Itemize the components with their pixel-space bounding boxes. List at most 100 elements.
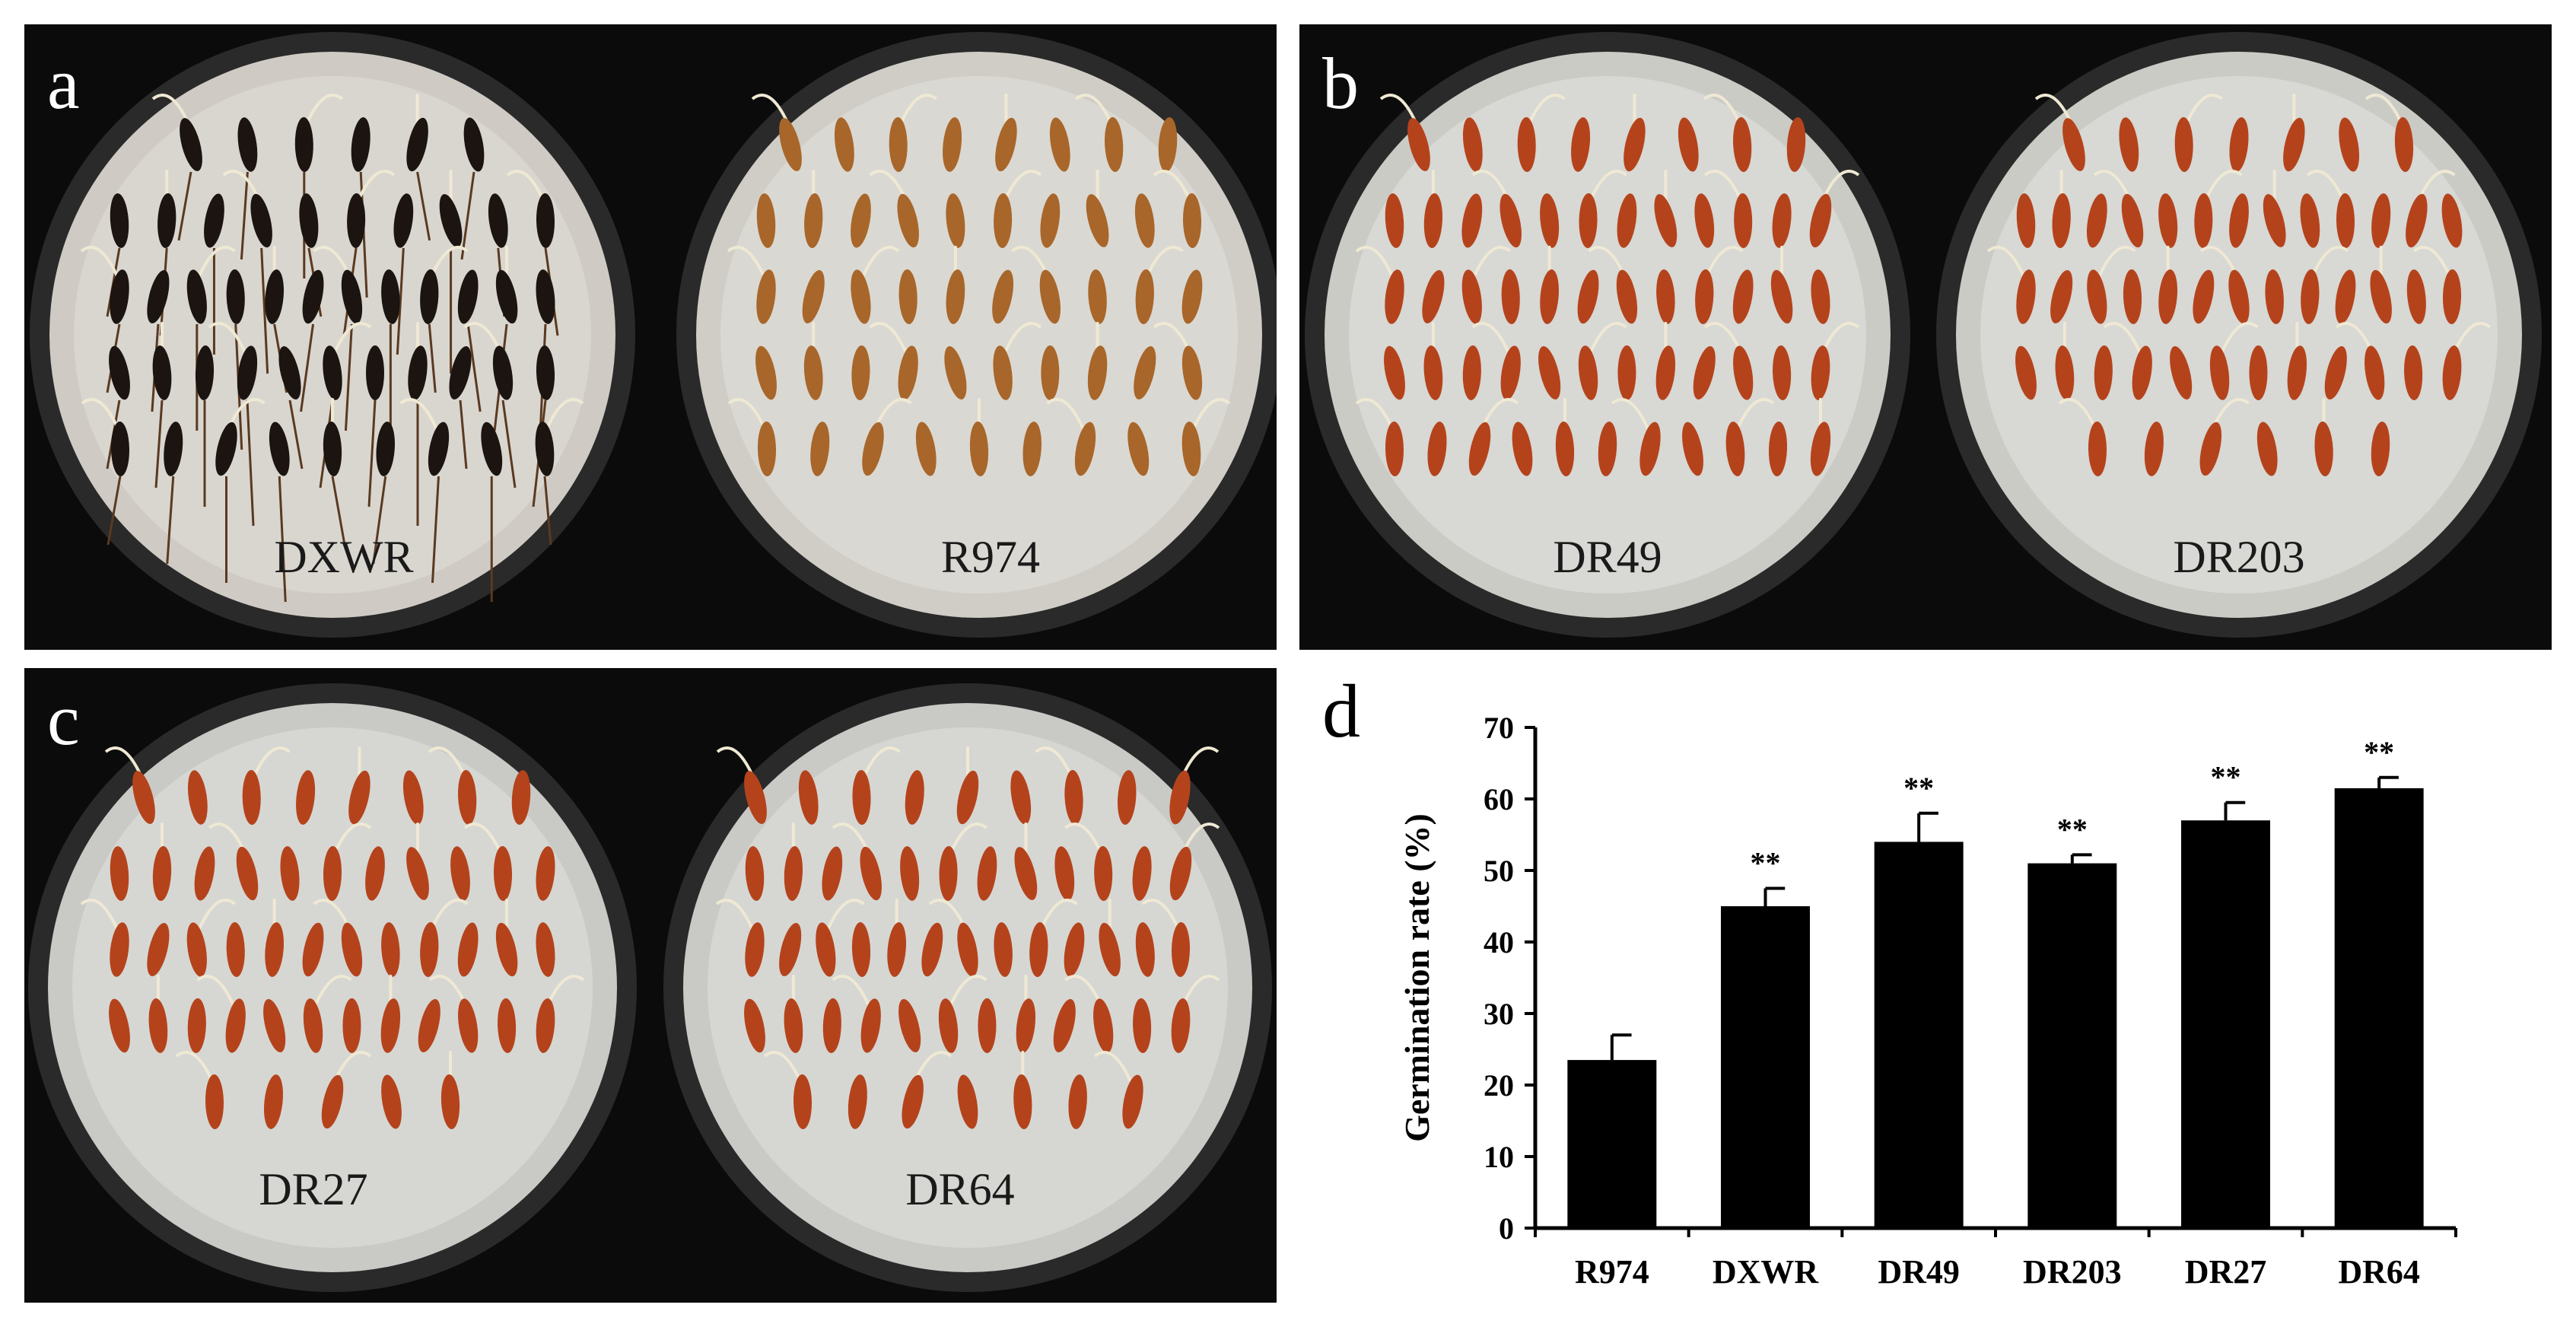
rice-seed: [265, 922, 284, 977]
rice-seed: [784, 998, 803, 1053]
rice-seed: [957, 922, 978, 977]
rice-seed: [2015, 345, 2037, 400]
rice-seed: [810, 422, 830, 476]
seed-sprout: [80, 899, 121, 935]
seed-sprout: [1470, 246, 1512, 282]
rice-seed: [1135, 922, 1155, 977]
rice-seed: [1181, 345, 1203, 400]
rice-seed: [180, 118, 202, 171]
rice-seed: [977, 846, 997, 901]
rice-seed: [109, 998, 130, 1053]
rice-seed: [1770, 269, 1793, 324]
rice-seed: [495, 269, 518, 324]
seed-awn: [459, 399, 468, 469]
rice-seed: [2086, 193, 2107, 248]
rice-seed: [195, 345, 215, 400]
rice-seed: [2193, 269, 2215, 324]
rice-seed: [323, 345, 342, 400]
rice-seed: [2283, 117, 2305, 172]
rice-seed: [302, 922, 324, 977]
rice-seed: [2199, 422, 2222, 476]
rice-seed: [851, 922, 871, 977]
rice-seed: [862, 422, 884, 476]
rice-seed: [1087, 345, 1108, 400]
rice-seed: [1654, 194, 1678, 247]
rice-seed: [457, 269, 479, 324]
rice-seed: [1407, 118, 1430, 171]
rice-seed: [1768, 422, 1788, 476]
seed-sprout: [715, 899, 756, 935]
rice-seed: [341, 269, 363, 324]
rice-seed: [1427, 422, 1447, 476]
rice-seed: [1099, 922, 1121, 977]
bar-dr203: [2027, 863, 2117, 1228]
significance-marker: **: [1903, 771, 1934, 805]
rice-seed: [457, 922, 479, 977]
rice-seed: [992, 269, 1014, 324]
rice-seed: [802, 269, 825, 324]
rice-seed: [978, 998, 997, 1053]
rice-seed: [2406, 269, 2426, 324]
rice-seed: [536, 269, 555, 324]
rice-seed: [1049, 117, 1070, 172]
rice-seed: [1064, 770, 1083, 825]
panel-b: DR49 DR203 b: [1299, 24, 2552, 650]
rice-seed: [905, 770, 924, 825]
rice-seed: [1158, 117, 1178, 172]
seed-sprout: [946, 975, 987, 1011]
rice-seed: [366, 345, 384, 400]
rice-seed: [822, 998, 841, 1053]
rice-seed: [1733, 345, 1754, 400]
rice-seed: [915, 422, 937, 476]
rice-seed: [1094, 846, 1113, 901]
rice-seed: [205, 1074, 224, 1129]
rice-seed: [269, 422, 290, 476]
seed-awn: [416, 171, 431, 241]
rice-seed: [744, 771, 767, 824]
rice-seed: [1517, 117, 1536, 172]
rice-seed: [226, 922, 245, 977]
rice-seed: [1617, 193, 1637, 248]
rice-seed: [2016, 193, 2036, 248]
seed-group: [715, 746, 1220, 1129]
rice-seed: [2121, 193, 2144, 248]
rice-seed: [779, 922, 802, 977]
rice-seed: [798, 770, 819, 825]
y-tick-label: 30: [1484, 997, 1514, 1031]
rice-seed: [406, 847, 429, 900]
seed-awn: [344, 323, 353, 431]
seed-sprout: [196, 975, 237, 1011]
rice-seed: [2158, 193, 2178, 248]
rice-seed: [263, 1074, 284, 1129]
rice-seed: [956, 770, 979, 825]
rice-seed: [1538, 345, 1561, 400]
rice-seed: [944, 345, 967, 400]
rice-seed: [851, 269, 871, 324]
rice-seed: [250, 193, 272, 248]
rice-seed: [186, 269, 207, 324]
rice-seed: [1461, 193, 1483, 248]
rice-seed: [2365, 345, 2385, 400]
rice-seed: [278, 345, 301, 400]
rice-seed: [1579, 193, 1598, 248]
rice-seed: [428, 422, 450, 476]
rice-seed: [2301, 269, 2320, 324]
rice-seed: [860, 998, 881, 1053]
panel-a: DXWR R974 a: [24, 24, 1277, 650]
rice-seed: [2209, 345, 2230, 400]
rice-seed: [381, 269, 400, 324]
rice-seed: [898, 269, 918, 324]
seed-sprout: [195, 246, 237, 282]
y-tick-label: 60: [1484, 782, 1514, 816]
seed-sprout: [80, 246, 121, 282]
rice-seed: [1694, 193, 1715, 248]
rice-seed: [481, 422, 503, 476]
bar-dxwr: [1721, 906, 1810, 1228]
rice-seed: [2324, 345, 2347, 400]
bar-dr64: [2334, 788, 2424, 1228]
rice-seed: [2087, 269, 2107, 324]
seed-sprout: [727, 246, 768, 282]
panel-c-photo: DR27 DR64: [28, 683, 1272, 1292]
rice-seed: [2194, 193, 2213, 248]
rice-seed: [803, 345, 823, 400]
